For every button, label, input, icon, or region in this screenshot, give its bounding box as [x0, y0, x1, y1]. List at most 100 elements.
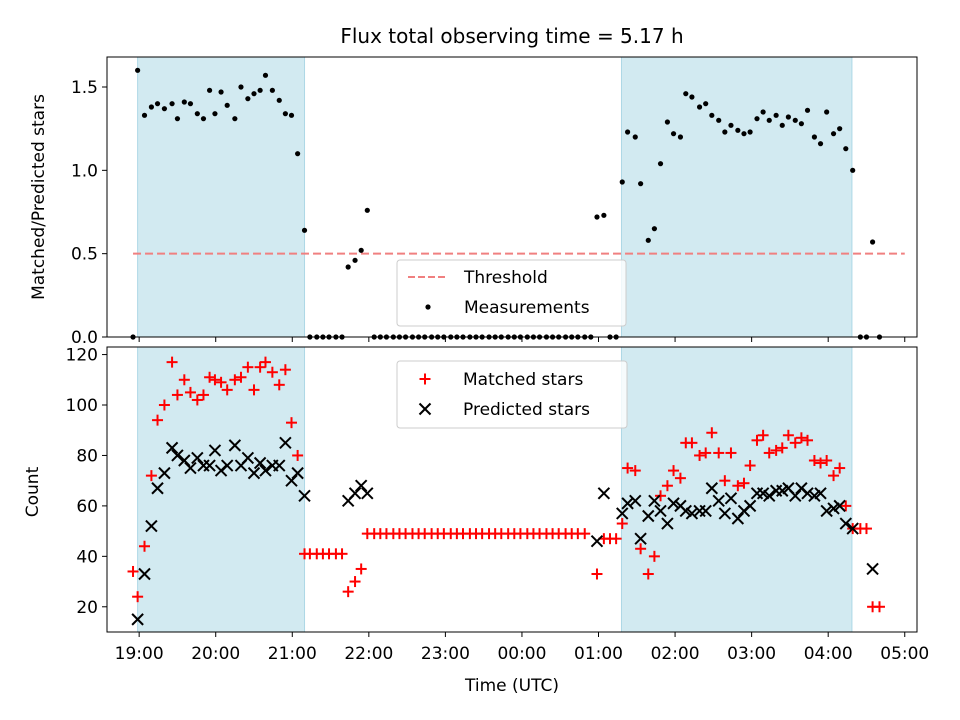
matched-star-point: [763, 447, 775, 459]
measurement-point: [811, 134, 818, 140]
predicted-star-point: [158, 466, 171, 480]
legend-measurements-label: Measurements: [464, 298, 590, 318]
matched-star-point: [795, 432, 807, 444]
measurement-point: [282, 111, 288, 117]
measurement-point: [181, 99, 187, 105]
predicted-star-point: [178, 454, 191, 467]
measurement-point: [224, 102, 230, 108]
measurement-point: [135, 67, 141, 73]
predicted-star-point: [616, 507, 629, 520]
predicted-star-point: [712, 494, 725, 508]
bottom-legend: Matched stars Predicted stars: [396, 360, 628, 429]
matched-star-point: [821, 454, 833, 466]
matched-star-point: [127, 565, 139, 577]
measurement-point: [754, 116, 760, 122]
measurement-point: [232, 116, 238, 122]
measurement-point: [245, 96, 251, 102]
matched-star-point: [622, 462, 634, 474]
measurement-point: [683, 91, 689, 97]
top-x-ticks: [138, 337, 906, 342]
measurement-point: [689, 94, 695, 100]
measurement-point: [657, 161, 664, 167]
predicted-stars-series: [131, 436, 879, 626]
bottom-shaded-intervals: [137, 346, 853, 633]
matched-star-point: [655, 490, 667, 502]
matched-star-point: [706, 427, 718, 439]
x-tick-label: 19:00: [115, 644, 164, 664]
predicted-star-point: [184, 461, 197, 475]
x-tick-label: 04:00: [804, 644, 853, 664]
matched-star-point: [808, 454, 820, 466]
measurement-point: [206, 87, 213, 93]
matched-star-point: [215, 376, 227, 388]
predicted-star-point: [145, 519, 158, 533]
matched-star-point: [834, 462, 846, 474]
legend-matched-swatch: [419, 373, 431, 385]
matched-stars-series: [127, 356, 885, 613]
predicted-star-point: [241, 451, 255, 465]
matched-star-point: [242, 361, 254, 373]
bottom-y-tick-label: 120: [66, 346, 98, 366]
predicted-star-point: [846, 522, 859, 535]
measurement-point: [238, 84, 244, 90]
matched-star-point: [355, 563, 367, 575]
measurement-point: [792, 117, 798, 123]
bottom-y-tick-label: 20: [76, 598, 98, 618]
measurement-point: [804, 107, 811, 113]
matched-star-point: [248, 384, 260, 396]
bottom-shaded-interval: [137, 346, 306, 633]
measurement-point: [141, 112, 148, 118]
predicted-star-point: [866, 562, 879, 576]
matched-star-point: [802, 434, 814, 446]
measurement-point: [645, 237, 651, 243]
predicted-star-point: [642, 509, 655, 523]
legend-predicted-swatch: [418, 402, 432, 416]
measurement-point: [352, 257, 358, 263]
top-y-tick-label: 0.0: [71, 328, 98, 348]
matched-star-point: [694, 449, 706, 461]
predicted-star-point: [247, 466, 261, 480]
predicted-star-point: [667, 497, 680, 510]
matched-star-point: [336, 548, 348, 560]
measurement-point: [632, 134, 638, 140]
matched-star-point: [700, 447, 712, 459]
top-y-tick-label: 1.5: [71, 78, 98, 98]
x-tick-label: 03:00: [727, 644, 776, 664]
predicted-star-point: [763, 489, 776, 503]
measurement-point: [766, 117, 772, 123]
predicted-star-point: [273, 459, 286, 472]
matched-star-point: [145, 470, 157, 482]
measurement-point: [709, 112, 715, 118]
measurement-point: [703, 101, 709, 107]
predicted-star-point: [285, 474, 298, 487]
predicted-star-point: [621, 497, 634, 510]
bottom-y-tick-label: 60: [76, 497, 98, 517]
predicted-star-point: [839, 517, 853, 530]
top-legend: Threshold Measurements: [396, 259, 627, 327]
predicted-star-point: [253, 456, 267, 470]
measurement-point: [670, 131, 677, 137]
measurement-point: [601, 212, 607, 218]
matched-star-point: [191, 394, 203, 406]
measurement-point: [295, 151, 301, 157]
matched-star-point: [770, 444, 782, 456]
figure-title: Flux total observing time = 5.17 h: [340, 24, 683, 48]
predicted-star-point: [220, 459, 234, 472]
predicted-star-point: [597, 487, 611, 500]
measurement-point: [276, 97, 282, 103]
matched-star-point: [279, 364, 291, 376]
predicted-star-point: [634, 532, 647, 545]
measurement-point: [664, 119, 671, 125]
matched-star-point: [229, 374, 241, 386]
measurement-point: [194, 111, 200, 117]
legend-predicted-label: Predicted stars: [463, 400, 590, 420]
matched-star-point: [273, 379, 285, 391]
matched-star-point: [266, 366, 278, 378]
matched-star-point: [139, 540, 151, 552]
x-tick-label: 01:00: [574, 644, 623, 664]
matched-star-point: [648, 550, 660, 562]
measurement-point: [773, 112, 779, 118]
matched-star-point: [860, 523, 872, 535]
matched-star-point: [629, 465, 641, 477]
